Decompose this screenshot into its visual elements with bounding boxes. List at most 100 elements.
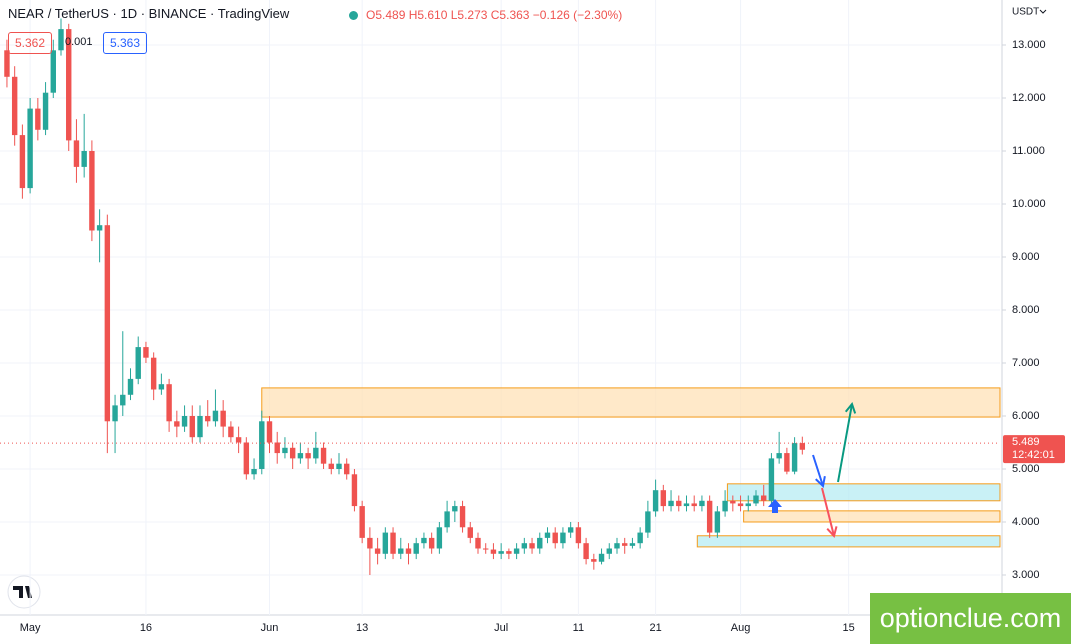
candle-body bbox=[120, 394, 126, 406]
currency-caret bbox=[1039, 9, 1047, 14]
candle-body bbox=[351, 474, 358, 507]
candle-body bbox=[498, 551, 504, 554]
candle-body bbox=[66, 29, 72, 141]
candle-body bbox=[583, 543, 589, 560]
candle-body bbox=[428, 537, 435, 549]
candle-body bbox=[699, 500, 705, 507]
candle-body bbox=[181, 415, 188, 427]
price-zone bbox=[726, 483, 1001, 502]
candle-body bbox=[251, 468, 257, 475]
candle-body bbox=[212, 410, 219, 422]
candle-body bbox=[444, 511, 450, 528]
candle-body bbox=[405, 548, 412, 554]
arrow-pullback bbox=[812, 454, 824, 487]
candle-body bbox=[42, 92, 49, 130]
candle-body bbox=[490, 549, 497, 554]
candle-body bbox=[660, 490, 667, 507]
candle-body bbox=[166, 384, 172, 422]
candle-body bbox=[390, 532, 396, 554]
candle-body bbox=[297, 453, 304, 459]
candle-body bbox=[359, 506, 365, 538]
candle-body bbox=[289, 447, 296, 459]
candle-body bbox=[243, 442, 250, 475]
candle-body bbox=[714, 511, 721, 533]
tv-logo bbox=[7, 575, 41, 609]
candle-body bbox=[761, 495, 767, 501]
candle-body bbox=[591, 559, 597, 562]
candle-body bbox=[89, 150, 95, 231]
candle-body bbox=[637, 532, 643, 544]
candle-body bbox=[112, 405, 118, 422]
candle-body bbox=[799, 443, 806, 450]
candle-body bbox=[413, 543, 419, 554]
candle-body bbox=[274, 442, 280, 454]
symbol-title[interactable]: NEAR / TetherUS · 1D · BINANCE · Trading… bbox=[8, 6, 290, 21]
candle-body bbox=[235, 437, 242, 443]
candle-body bbox=[529, 543, 535, 549]
candle-body bbox=[158, 384, 165, 390]
y-tick-label: 5.000 bbox=[1012, 463, 1040, 475]
last-price-box bbox=[1003, 435, 1065, 464]
x-tick-label: 21 bbox=[649, 622, 661, 634]
candle-body bbox=[197, 415, 203, 438]
candle-body bbox=[706, 500, 713, 533]
arrow-down bbox=[821, 487, 835, 537]
price-zone bbox=[261, 387, 1001, 418]
candle-body bbox=[768, 458, 775, 501]
candle-body bbox=[598, 553, 605, 562]
candle-body bbox=[135, 347, 141, 379]
x-tick-label: Aug bbox=[731, 622, 751, 634]
candle-body bbox=[560, 532, 566, 544]
x-tick-label: May bbox=[20, 622, 41, 634]
last-price-label: 5.489 bbox=[1012, 436, 1040, 448]
candle-body bbox=[228, 426, 234, 438]
y-tick-label: 9.000 bbox=[1012, 251, 1040, 263]
candle-body bbox=[344, 463, 350, 475]
candle-body bbox=[452, 506, 458, 512]
buy-price[interactable]: 5.363 bbox=[103, 32, 148, 54]
candle-body bbox=[691, 503, 697, 507]
arrow-up-head bbox=[844, 401, 857, 414]
candle-body bbox=[104, 225, 111, 422]
candle-body bbox=[537, 537, 543, 549]
signal-arrow bbox=[768, 499, 782, 513]
y-tick-label: 10.000 bbox=[1012, 198, 1046, 210]
candle-body bbox=[421, 537, 427, 544]
grid bbox=[0, 0, 1000, 615]
y-tick-label: 13.000 bbox=[1012, 39, 1046, 51]
y-tick-label: 11.000 bbox=[1012, 145, 1045, 157]
candle-body bbox=[320, 447, 327, 464]
candle-body bbox=[150, 357, 157, 390]
sell-price[interactable]: 5.362 bbox=[8, 32, 53, 54]
candle-body bbox=[374, 548, 381, 554]
candle-body bbox=[737, 503, 744, 507]
x-tick-label: 13 bbox=[356, 622, 368, 634]
candle-body bbox=[382, 532, 389, 554]
y-tick-label: 4.000 bbox=[1012, 516, 1040, 528]
y-tick-label: 7.000 bbox=[1012, 357, 1040, 369]
candle-body bbox=[205, 415, 211, 422]
candle-body bbox=[730, 500, 736, 504]
candle-body bbox=[475, 537, 481, 549]
countdown-label: 12:42:01 bbox=[1012, 449, 1055, 461]
price-zone bbox=[696, 535, 1001, 548]
currency-label[interactable]: USDT bbox=[1012, 7, 1039, 18]
x-tick-label: 16 bbox=[140, 622, 152, 634]
arrow-up bbox=[837, 403, 853, 483]
candle-body bbox=[784, 453, 790, 472]
y-tick-label: 8.000 bbox=[1012, 304, 1040, 316]
y-tick-label: 6.000 bbox=[1012, 410, 1040, 422]
candle-body bbox=[791, 443, 798, 472]
x-tick-label: 15 bbox=[843, 622, 855, 634]
x-tick-label: 11 bbox=[573, 622, 584, 634]
candle-body bbox=[282, 447, 288, 454]
candle-body bbox=[305, 453, 311, 459]
spread: 0.001 bbox=[65, 36, 93, 48]
candle-body bbox=[81, 150, 87, 167]
candle-body bbox=[567, 527, 574, 533]
status-dot bbox=[349, 11, 358, 20]
y-tick-label: 12.000 bbox=[1012, 92, 1046, 104]
candle-body bbox=[4, 50, 10, 77]
candle-body bbox=[58, 29, 64, 51]
candle-body bbox=[467, 527, 473, 538]
